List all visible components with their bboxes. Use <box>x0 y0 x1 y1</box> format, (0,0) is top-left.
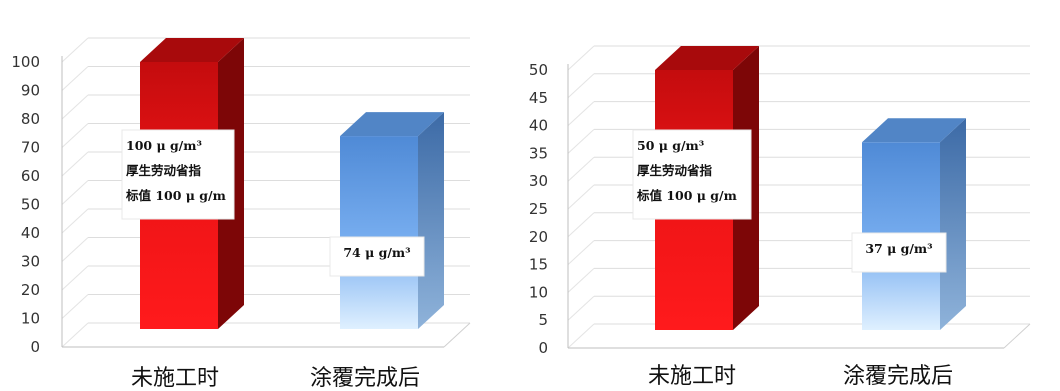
annotation-text: 50 μ g/m³ <box>637 138 704 153</box>
gridline-side <box>61 66 89 91</box>
annotation-bg <box>329 236 425 277</box>
gridline-side <box>61 322 89 348</box>
y-tick-label: 70 <box>21 139 40 157</box>
x-category-label: 未施工时 <box>131 366 219 391</box>
y-tick-label: 0 <box>538 339 548 357</box>
y-tick-label: 10 <box>529 283 548 301</box>
chart-right: 0 5 10 15 20 25 30 35 40 45 50 未施工时 50 μ g/m³ 厚生劳动省指标… <box>529 45 1031 389</box>
annotation-bg <box>851 232 947 273</box>
annotation-box: 37 μ g/m³ <box>851 232 947 273</box>
bar-top <box>862 118 966 143</box>
gridline-side <box>567 101 595 126</box>
gridline-side <box>61 208 89 234</box>
annotation-text: 厚生劳动省指 <box>637 163 713 178</box>
gridline-side <box>61 237 89 262</box>
gridline-side <box>567 129 595 154</box>
annotation-text: 标值 100 μ g/m <box>125 188 226 203</box>
y-tick-label: 10 <box>21 310 40 328</box>
annotation-text: 74 μ g/m³ <box>343 245 410 260</box>
bar <box>340 112 444 329</box>
y-tick-label: 30 <box>21 253 40 271</box>
y-tick-label: 50 <box>21 196 40 214</box>
y-tick-label: 40 <box>529 117 548 135</box>
annotation-text: 标值 100 μ g/m <box>636 188 737 203</box>
annotation-bg <box>632 129 752 220</box>
y-tick-label: 50 <box>529 61 548 79</box>
y-tick-label: 60 <box>21 167 40 185</box>
gridline-side <box>567 212 595 238</box>
gridline-side <box>567 73 595 99</box>
annotation-text: 37 μ g/m³ <box>865 241 932 256</box>
y-tick-label: 15 <box>529 256 548 274</box>
x-category-label: 涂覆完成后 <box>310 366 420 391</box>
x-category-label: 未施工时 <box>648 364 736 389</box>
bar-front <box>340 136 418 329</box>
gridline-side <box>567 323 595 349</box>
y-tick-label: 30 <box>529 172 548 190</box>
y-tick-label: 0 <box>30 338 40 356</box>
y-tick-label: 5 <box>538 311 548 329</box>
floor-edge <box>1003 323 1031 349</box>
x-category-label: 涂覆完成后 <box>843 364 953 389</box>
gridline-side <box>567 240 595 265</box>
gridline-side <box>61 151 89 177</box>
bar-side <box>940 118 966 330</box>
gridline-side <box>567 268 595 293</box>
y-tick-label: 20 <box>21 281 40 299</box>
bar-side <box>418 112 444 329</box>
bar <box>862 118 966 330</box>
gridline-side <box>61 294 89 319</box>
gridline-side <box>61 180 89 205</box>
y-tick-label: 100 <box>11 53 40 71</box>
annotation-box: 74 μ g/m³ <box>329 236 425 277</box>
chart-left: 0 10 20 30 40 50 60 70 80 90 100 未施工时 100 μ g/m³ 厚生劳动… <box>11 37 471 391</box>
y-tick-label: 90 <box>21 82 40 100</box>
y-tick-label: 40 <box>21 224 40 242</box>
gridline-side <box>567 184 595 210</box>
y-tick-label: 20 <box>529 228 548 246</box>
y-tick-label: 25 <box>529 200 548 218</box>
annotation-bg <box>121 129 235 220</box>
gridline-side <box>61 265 89 291</box>
bar-top <box>655 46 759 70</box>
gridline-side <box>567 295 595 321</box>
y-tick-label: 80 <box>21 110 40 128</box>
gridline-side <box>567 45 595 71</box>
y-tick-label: 45 <box>529 89 548 107</box>
y-tick-label: 35 <box>529 144 548 162</box>
gridline-side <box>61 37 89 63</box>
bar-top <box>340 112 444 137</box>
gridline-side <box>567 156 595 182</box>
annotation-text: 100 μ g/m³ <box>126 138 202 153</box>
floor-edge <box>443 322 471 348</box>
bar-top <box>140 38 244 62</box>
gridline-side <box>61 94 89 120</box>
annotation-text: 厚生劳动省指 <box>126 163 202 178</box>
gridline-side <box>61 123 89 148</box>
